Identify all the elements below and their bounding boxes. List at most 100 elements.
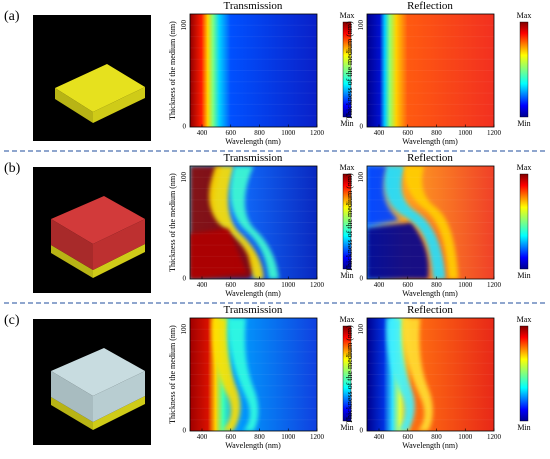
x-tick-label: 1200 <box>310 281 325 289</box>
x-tick-label: 600 <box>226 433 237 441</box>
colorbar-min-label: Min <box>340 271 353 280</box>
colorbar-min-label: Min <box>517 119 530 128</box>
structure-slab <box>51 196 145 278</box>
heatmap-area <box>367 14 494 127</box>
colorbar <box>519 173 529 270</box>
heatmap-area <box>190 166 317 279</box>
y-tick-label: 0 <box>183 123 187 131</box>
x-tick-label: 600 <box>226 281 237 289</box>
structure-slab <box>55 64 145 123</box>
x-tick-label: 1200 <box>487 433 502 441</box>
colorbar <box>342 173 352 270</box>
x-tick-label: 800 <box>254 281 265 289</box>
x-tick-label: 1200 <box>310 433 325 441</box>
chart-title: Reflection <box>407 304 453 316</box>
x-tick-label: 400 <box>197 433 208 441</box>
x-tick-label: 600 <box>403 281 414 289</box>
y-tick-label: 100 <box>357 324 365 335</box>
x-axis-label: Wavelength (nm) <box>225 441 281 450</box>
colorbar-min-label: Min <box>340 423 353 432</box>
y-axis-label: Thickness of the medium (nm) <box>345 21 354 120</box>
colorbar <box>519 325 529 422</box>
chart-title: Transmission <box>224 304 283 316</box>
x-tick-label: 400 <box>197 281 208 289</box>
y-tick-label: 0 <box>360 123 364 131</box>
y-axis-label: Thickness of the medium (nm) <box>345 325 354 424</box>
chart-title: Transmission <box>224 0 283 12</box>
panel-label: (a) <box>4 9 20 24</box>
y-axis-label: Thickness of the medium (nm) <box>168 325 177 424</box>
colorbar-max-label: Max <box>340 163 355 172</box>
x-axis-label: Wavelength (nm) <box>402 441 458 450</box>
x-tick-label: 800 <box>431 281 442 289</box>
y-axis-label: Thickness of the medium (nm) <box>168 173 177 272</box>
y-tick-label: 100 <box>180 20 188 31</box>
y-tick-label: 0 <box>183 427 187 435</box>
y-tick-label: 0 <box>360 275 364 283</box>
x-tick-label: 400 <box>374 433 385 441</box>
y-tick-label: 100 <box>180 324 188 335</box>
panel-label: (c) <box>4 313 20 328</box>
y-axis-label: Thickness of the medium (nm) <box>345 173 354 272</box>
colorbar-min-label: Min <box>340 119 353 128</box>
colorbar <box>342 21 352 118</box>
heatmap-area <box>367 318 494 431</box>
heatmap-area <box>190 318 317 431</box>
colorbar-max-label: Max <box>340 11 355 20</box>
x-axis-label: Wavelength (nm) <box>402 137 458 146</box>
x-axis-label: Wavelength (nm) <box>402 289 458 298</box>
heatmap-area <box>367 166 494 279</box>
colorbar-min-label: Min <box>517 271 530 280</box>
y-axis-label: Thickness of the medium (nm) <box>168 21 177 120</box>
x-tick-label: 800 <box>431 129 442 137</box>
x-tick-label: 1000 <box>281 433 296 441</box>
chart-title: Transmission <box>224 152 283 164</box>
x-tick-label: 1000 <box>458 433 473 441</box>
y-tick-label: 100 <box>357 172 365 183</box>
x-tick-label: 1200 <box>310 129 325 137</box>
x-tick-label: 400 <box>374 129 385 137</box>
colorbar-max-label: Max <box>517 163 532 172</box>
x-tick-label: 600 <box>403 433 414 441</box>
y-tick-label: 100 <box>357 20 365 31</box>
x-tick-label: 1000 <box>281 129 296 137</box>
y-tick-label: 0 <box>183 275 187 283</box>
chart-title: Reflection <box>407 152 453 164</box>
x-axis-label: Wavelength (nm) <box>225 137 281 146</box>
x-tick-label: 1200 <box>487 281 502 289</box>
x-tick-label: 1000 <box>281 281 296 289</box>
x-tick-label: 1000 <box>458 129 473 137</box>
colorbar-max-label: Max <box>517 11 532 20</box>
x-tick-label: 400 <box>374 281 385 289</box>
colorbar <box>519 21 529 118</box>
x-tick-label: 800 <box>254 433 265 441</box>
x-tick-label: 400 <box>197 129 208 137</box>
x-axis-label: Wavelength (nm) <box>225 289 281 298</box>
structure-slab <box>51 348 145 430</box>
x-tick-label: 1200 <box>487 129 502 137</box>
x-tick-label: 800 <box>431 433 442 441</box>
heatmap-area <box>190 14 317 127</box>
colorbar-max-label: Max <box>340 315 355 324</box>
y-tick-label: 0 <box>360 427 364 435</box>
x-tick-label: 1000 <box>458 281 473 289</box>
colorbar <box>342 325 352 422</box>
colorbar-min-label: Min <box>517 423 530 432</box>
x-tick-label: 600 <box>226 129 237 137</box>
panel-label: (b) <box>4 161 21 176</box>
y-tick-label: 100 <box>180 172 188 183</box>
colorbar-max-label: Max <box>517 315 532 324</box>
x-tick-label: 800 <box>254 129 265 137</box>
chart-title: Reflection <box>407 0 453 12</box>
x-tick-label: 600 <box>403 129 414 137</box>
